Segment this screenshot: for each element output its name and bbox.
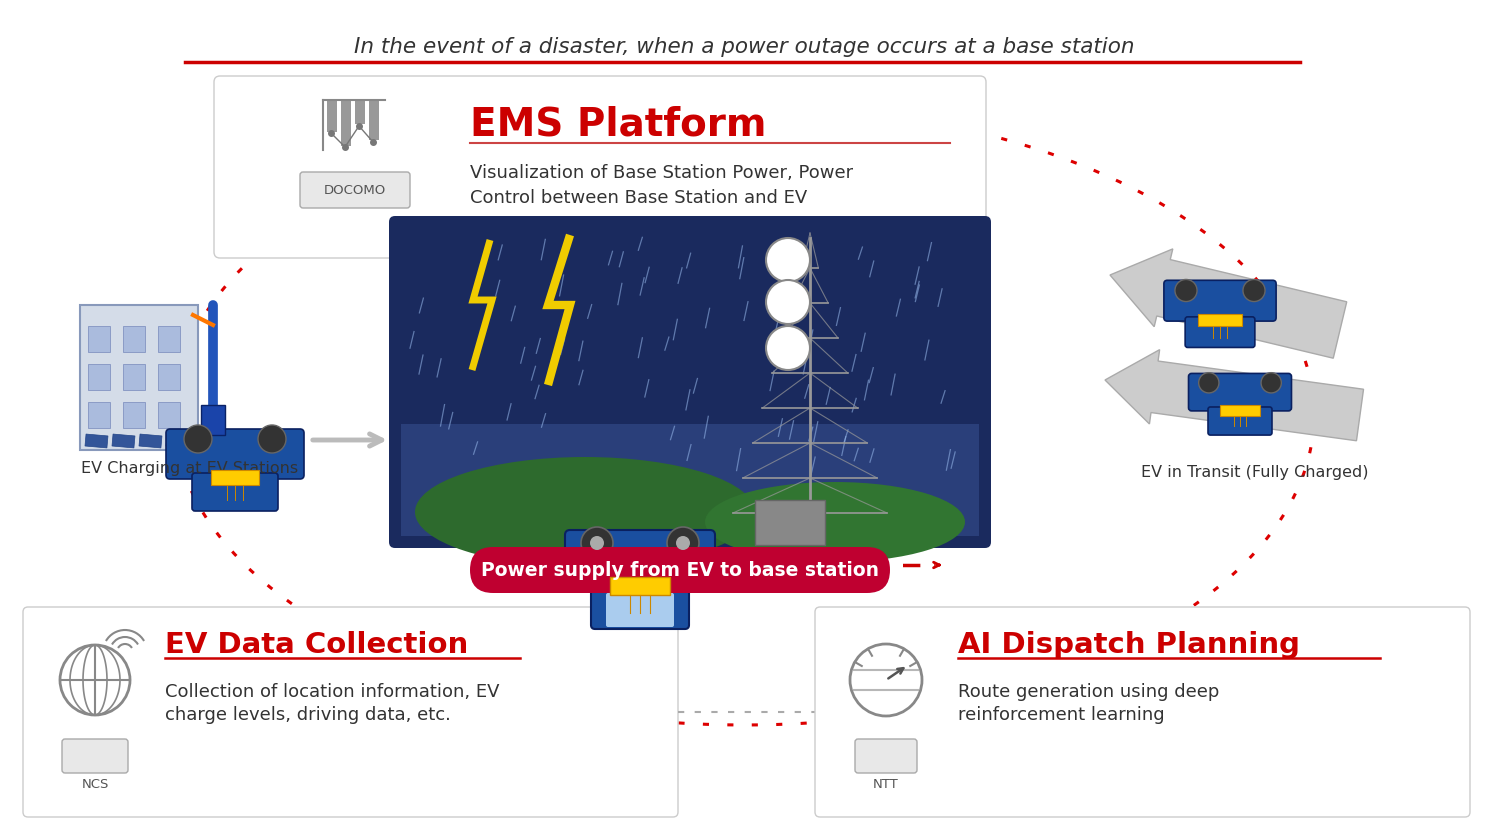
FancyBboxPatch shape (22, 607, 679, 817)
Bar (1220, 405, 1260, 416)
Circle shape (667, 527, 699, 559)
Bar (124, 326, 144, 352)
FancyBboxPatch shape (1164, 280, 1277, 321)
FancyArrow shape (1106, 349, 1363, 441)
FancyBboxPatch shape (1189, 374, 1292, 411)
Circle shape (766, 238, 809, 282)
Text: NTT: NTT (873, 778, 899, 790)
Text: Route generation using deep: Route generation using deep (958, 683, 1219, 701)
Bar (158, 364, 180, 390)
FancyBboxPatch shape (815, 607, 1470, 817)
Bar (201, 405, 225, 435)
FancyBboxPatch shape (565, 530, 716, 590)
Text: EMS Platform: EMS Platform (470, 106, 766, 144)
Bar (610, 577, 670, 595)
Text: Collection of location information, EV: Collection of location information, EV (165, 683, 500, 701)
Text: Visualization of Base Station Power, Power: Visualization of Base Station Power, Pow… (470, 164, 853, 182)
Circle shape (676, 536, 690, 550)
Circle shape (1176, 279, 1196, 302)
Bar (88, 402, 110, 428)
Text: reinforcement learning: reinforcement learning (958, 706, 1165, 724)
Bar (167, 434, 189, 448)
Bar (158, 326, 180, 352)
Circle shape (591, 536, 604, 550)
FancyBboxPatch shape (214, 76, 987, 258)
Text: charge levels, driving data, etc.: charge levels, driving data, etc. (165, 706, 451, 724)
Text: Power supply from EV to base station: Power supply from EV to base station (481, 561, 879, 580)
Text: DOCOMO: DOCOMO (324, 184, 385, 196)
FancyBboxPatch shape (856, 739, 917, 773)
FancyBboxPatch shape (192, 473, 278, 511)
FancyBboxPatch shape (1208, 407, 1272, 435)
Circle shape (185, 425, 211, 453)
Text: In the event of a disaster, when a power outage occurs at a base station: In the event of a disaster, when a power… (354, 37, 1134, 57)
FancyArrow shape (1110, 249, 1347, 358)
Bar (400, 424, 979, 536)
Bar (124, 402, 144, 428)
Text: EV in Transit (Fully Charged): EV in Transit (Fully Charged) (1141, 464, 1369, 479)
Bar (138, 434, 162, 448)
Bar (327, 100, 336, 132)
Bar (1198, 314, 1242, 326)
Bar (341, 100, 351, 146)
Bar (85, 434, 109, 448)
Bar (112, 434, 135, 448)
Circle shape (1242, 279, 1265, 302)
Text: EV Charging at EV Stations: EV Charging at EV Stations (82, 461, 299, 475)
FancyBboxPatch shape (591, 583, 689, 629)
Circle shape (766, 280, 809, 324)
Circle shape (1199, 373, 1219, 393)
FancyBboxPatch shape (301, 172, 411, 208)
Circle shape (580, 527, 613, 559)
FancyBboxPatch shape (470, 547, 890, 593)
Text: EV Data Collection: EV Data Collection (165, 631, 469, 659)
Ellipse shape (705, 482, 966, 562)
Circle shape (257, 425, 286, 453)
Bar (88, 364, 110, 390)
Ellipse shape (415, 457, 754, 567)
Text: AI Dispatch Planning: AI Dispatch Planning (958, 631, 1301, 659)
Circle shape (1260, 373, 1281, 393)
Bar (356, 100, 365, 124)
FancyBboxPatch shape (167, 429, 304, 479)
Bar (369, 100, 379, 140)
FancyBboxPatch shape (388, 216, 991, 548)
Bar (158, 402, 180, 428)
Bar (124, 364, 144, 390)
Text: Control between Base Station and EV: Control between Base Station and EV (470, 189, 808, 207)
FancyBboxPatch shape (62, 739, 128, 773)
Circle shape (766, 326, 809, 370)
FancyBboxPatch shape (606, 593, 674, 627)
Bar (80, 305, 198, 450)
Bar (211, 470, 259, 485)
Bar (88, 326, 110, 352)
FancyBboxPatch shape (1184, 317, 1254, 348)
Text: NCS: NCS (82, 778, 109, 790)
Bar (754, 500, 824, 545)
